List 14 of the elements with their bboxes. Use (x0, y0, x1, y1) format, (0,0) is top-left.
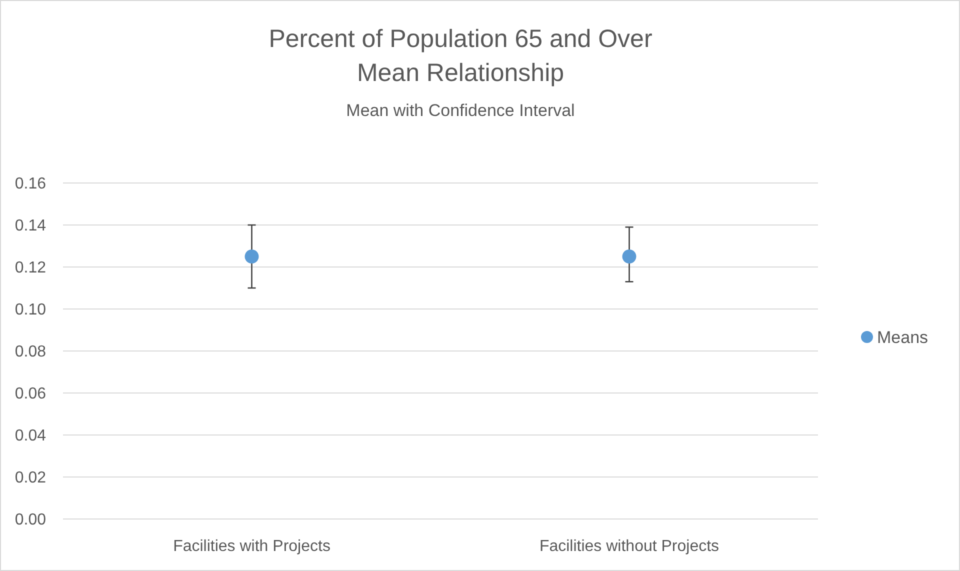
x-tick-label: Facilities without Projects (539, 538, 720, 555)
y-tick-label: 0.00 (14, 512, 46, 529)
y-tick-label: 0.04 (14, 428, 46, 445)
chart-title: Percent of Population 65 and Over Mean Relationship (268, 25, 652, 87)
y-tick-label: 0.02 (14, 470, 46, 487)
y-tick-label: 0.12 (14, 260, 46, 277)
y-tick-label: 0.08 (14, 344, 46, 361)
y-tick-label: 0.10 (14, 302, 46, 319)
chart-subtitle: Mean with Confidence Interval (346, 101, 575, 120)
legend-label: Means (877, 328, 928, 347)
y-tick-label: 0.16 (14, 176, 46, 193)
y-tick-label: 0.06 (14, 386, 46, 403)
y-tick-label: 0.14 (14, 218, 46, 235)
x-tick-label: Facilities with Projects (173, 538, 330, 555)
